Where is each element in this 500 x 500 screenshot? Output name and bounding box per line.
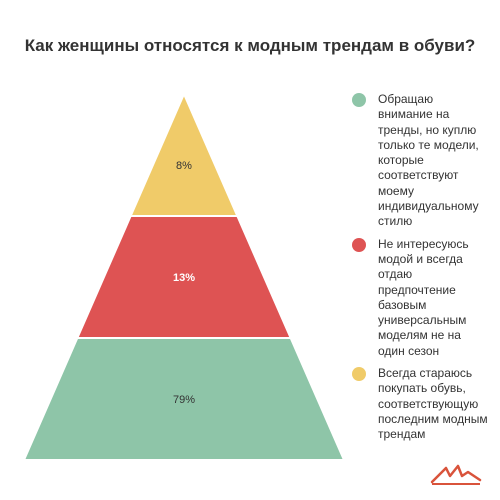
pyramid-level-1[interactable] (129, 91, 239, 217)
data-label: 8% (176, 160, 192, 172)
legend-item-trend-aware[interactable]: Обращаю внимание на тренды, но куплю тол… (352, 92, 488, 230)
legend-item-basic-models[interactable]: Не интересуюсь модой и всегда отдаю пред… (352, 237, 488, 359)
pyramid-level-3[interactable] (22, 337, 346, 461)
chart-title: Как женщины относятся к модным трендам в… (24, 36, 476, 55)
legend-item-always-trendy[interactable]: Всегда стараюсь покупать обувь, соответс… (352, 366, 488, 442)
legend: Обращаю внимание на тренды, но куплю тол… (352, 92, 488, 450)
legend-swatch-red (352, 237, 366, 252)
legend-label: Не интересуюсь модой и всегда отдаю пред… (378, 236, 469, 358)
legend-swatch-yellow (352, 367, 366, 382)
legend-label: Обращаю внимание на тренды, но куплю тол… (378, 92, 479, 229)
brand-logo (430, 464, 482, 485)
data-label: 79% (173, 394, 195, 406)
legend-label: Всегда стараюсь покупать обувь, соответс… (378, 366, 488, 442)
data-label: 13% (173, 272, 195, 284)
legend-swatch-green (352, 93, 366, 107)
